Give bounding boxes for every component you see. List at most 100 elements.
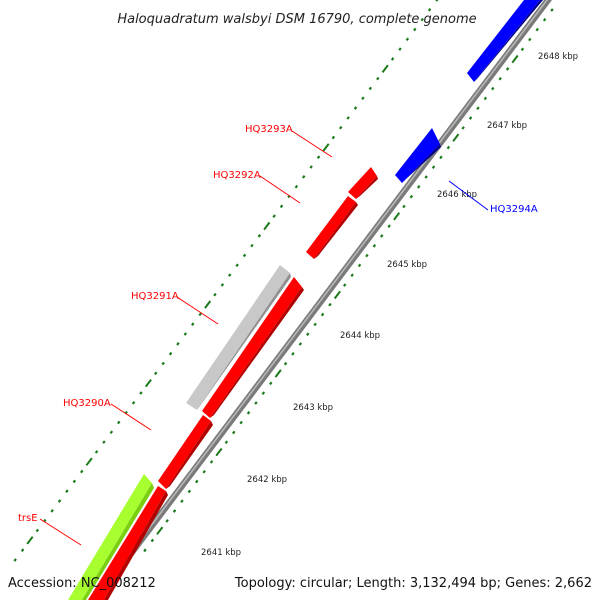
tick-label: 2645 kbp: [387, 260, 427, 270]
minor-tick: [102, 440, 106, 444]
minor-tick: [350, 273, 354, 278]
minor-tick: [528, 37, 532, 42]
minor-tick: [131, 401, 136, 405]
minor-tick: [13, 558, 17, 562]
minor-tick: [424, 175, 428, 179]
tick-labels: 2641 kbp 2642 kbp 2643 kbp 2644 kbp 2645…: [201, 52, 578, 558]
minor-tick: [306, 332, 310, 336]
minor-tick: [94, 450, 99, 454]
minor-tick: [20, 548, 25, 552]
minor-tick: [309, 165, 313, 169]
major-tick: [381, 64, 389, 74]
minor-tick: [491, 86, 495, 91]
minor-tick: [117, 420, 121, 425]
minor-tick: [172, 509, 177, 513]
minor-tick: [542, 18, 547, 22]
minor-tick: [254, 401, 258, 405]
major-tick: [274, 369, 282, 378]
gene-label-HQ3291A[interactable]: HQ3291A: [131, 291, 179, 302]
tick-label: 2646 kbp: [437, 190, 477, 200]
callout-HQ3290A: [110, 403, 152, 431]
minor-tick: [298, 342, 303, 346]
gene-label-HQ3293A[interactable]: HQ3293A: [245, 124, 293, 135]
minor-tick: [228, 273, 232, 277]
gene-trsE-arrow[interactable]: [68, 474, 152, 600]
minor-tick: [398, 47, 402, 51]
minor-tick: [279, 204, 284, 209]
major-tick: [452, 133, 460, 142]
minor-tick: [65, 489, 69, 493]
callout-HQ3292A: [259, 175, 301, 204]
feature-HQ3291A-grey-shade: [197, 273, 291, 410]
minor-tick: [313, 322, 317, 327]
minor-tick: [427, 8, 432, 12]
minor-tick: [368, 86, 373, 91]
gene-HQ3291A-arrow[interactable]: [202, 277, 302, 418]
minor-tick: [209, 460, 214, 464]
minor-tick: [183, 332, 188, 336]
gene-label-HQ3290A[interactable]: HQ3290A: [63, 398, 111, 409]
minor-tick: [195, 479, 199, 484]
minor-tick: [380, 234, 384, 238]
callout-trsE: [39, 518, 82, 546]
minor-tick: [180, 499, 184, 503]
minor-tick: [316, 155, 321, 159]
major-tick: [333, 290, 341, 300]
minor-tick: [246, 411, 251, 415]
gene-HQ3292A-arrow[interactable]: [306, 196, 356, 259]
minor-tick: [435, 0, 439, 2]
callout-HQ3291A: [176, 296, 219, 325]
gene-blue-top-arrow[interactable]: [467, 0, 540, 82]
tick-label: 2642 kbp: [247, 475, 287, 485]
major-tick: [144, 378, 152, 388]
minor-tick: [431, 165, 436, 169]
feature-HQ3291A-grey[interactable]: [186, 265, 290, 410]
features: [68, 0, 543, 600]
gene-HQ3290A-arrow[interactable]: [158, 415, 211, 489]
gene-label-HQ3294A[interactable]: HQ3294A: [490, 204, 538, 215]
minor-tick: [176, 342, 180, 346]
gene-HQ3293A-arrow[interactable]: [348, 167, 377, 199]
minor-tick: [235, 263, 239, 268]
minor-tick: [339, 125, 343, 130]
minor-tick: [187, 489, 192, 494]
minor-tick: [168, 351, 173, 356]
minor-tick: [353, 106, 358, 110]
minor-tick: [372, 244, 377, 248]
minor-tick: [109, 430, 114, 435]
gene-HQ3294A-arrow[interactable]: [395, 128, 440, 183]
minor-tick: [213, 292, 217, 297]
minor-tick: [476, 106, 480, 111]
minor-tick: [520, 47, 525, 52]
minor-tick: [468, 116, 473, 120]
minor-tick: [420, 17, 424, 22]
minor-tick: [202, 469, 206, 474]
minor-tick: [72, 479, 77, 484]
gene-label-trsE[interactable]: trsE: [18, 513, 38, 524]
gene-red-lower-arrow[interactable]: [88, 486, 166, 600]
gene-label-HQ3292A[interactable]: HQ3292A: [213, 170, 261, 181]
major-tick: [511, 54, 519, 64]
callout-HQ3294A: [448, 180, 489, 211]
minor-tick: [390, 57, 395, 61]
minor-tick: [446, 145, 451, 150]
minor-tick: [232, 430, 236, 435]
minor-tick: [291, 352, 295, 356]
major-tick: [156, 526, 164, 535]
tick-label: 2641 kbp: [201, 548, 241, 558]
minor-tick: [302, 175, 306, 179]
gene-HQ3290A-shade: [166, 421, 213, 489]
minor-tick: [357, 263, 362, 268]
gene-HQ3294A-shade: [402, 144, 441, 183]
tick-label: 2647 kbp: [487, 121, 527, 131]
minor-tick: [376, 76, 380, 81]
minor-tick: [365, 253, 369, 258]
gene-HQ3293A-shade: [356, 176, 378, 199]
minor-tick: [361, 96, 365, 101]
minor-tick: [154, 371, 158, 376]
minor-tick: [320, 312, 325, 317]
minor-tick: [417, 185, 421, 189]
callout-lines: [39, 130, 489, 546]
minor-tick: [242, 253, 247, 258]
